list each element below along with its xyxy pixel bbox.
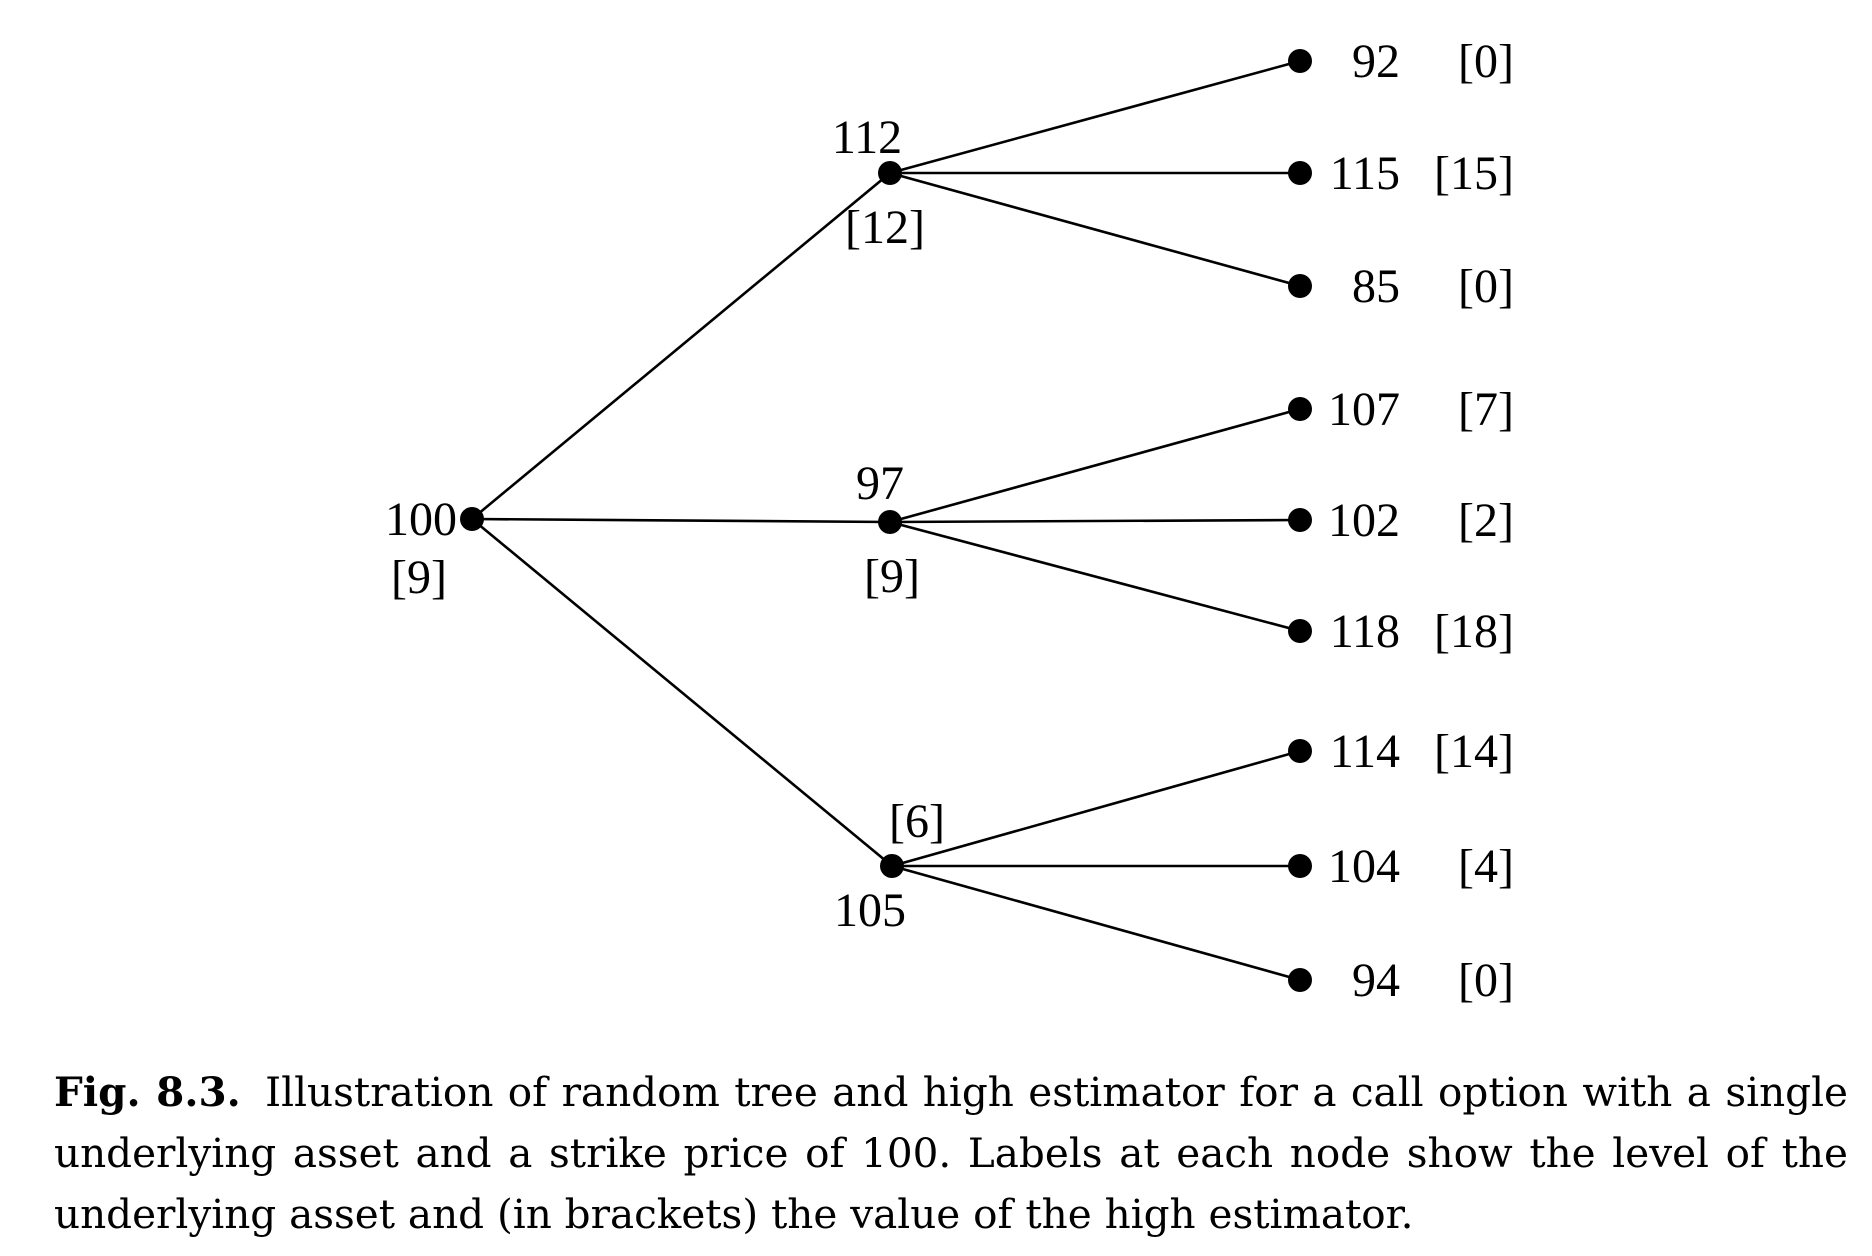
leaf-node-104 [1288,854,1312,878]
leaf-level-label-114: 114 [1330,725,1400,778]
leaf-node-115 [1288,161,1312,185]
node-112 [878,161,902,185]
edge-105-to-leaf-94 [891,864,1301,982]
leaf-node-107 [1288,397,1312,421]
random-tree-diagram: 100[9]112[12]92 [0]115 [15]85 [0]97[9]107 [7… [385,35,1514,1007]
edge-root-to-node-105 [471,517,893,868]
tree-edges [471,59,1301,982]
leaf-node-85 [1288,274,1312,298]
leaf-value-label-102: [2] [1458,494,1514,547]
edge-97-to-leaf-118 [889,520,1301,633]
leaf-value-label-104: [4] [1458,840,1514,893]
edge-112-to-leaf-85 [889,171,1301,288]
figure-label: Fig. 8.3. [54,1068,241,1116]
leaf-value-label-118: [18] [1434,605,1514,658]
node-level-label-105: 105 [834,884,906,937]
edge-112-to-leaf-92 [889,59,1301,175]
root-node [460,507,484,531]
node-value-label-97: [9] [864,550,920,603]
leaf-value-label-114: [14] [1434,725,1514,778]
tree-nodes [460,49,1312,992]
leaf-level-label-85: 85 [1352,260,1400,313]
leaf-level-label-115: 115 [1330,147,1400,200]
tree-labels: 100[9]112[12]92 [0]115 [15]85 [0]97[9]107 [7… [385,35,1514,1007]
leaf-node-92 [1288,49,1312,73]
node-105 [880,854,904,878]
leaf-level-label-104: 104 [1328,840,1400,893]
leaf-node-102 [1288,508,1312,532]
leaf-value-label-115: [15] [1434,147,1514,200]
node-value-label-105: [6] [889,795,945,848]
root-level-label: 100 [385,493,457,546]
edge-root-to-node-112 [471,171,891,521]
node-level-label-97: 97 [856,457,904,510]
leaf-value-label-107: [7] [1458,383,1514,436]
leaf-node-118 [1288,619,1312,643]
leaf-value-label-94: [0] [1458,954,1514,1007]
leaf-level-label-107: 107 [1328,383,1400,436]
root-value-label: [9] [391,551,447,604]
leaf-level-label-94: 94 [1352,954,1400,1007]
figure-caption-text: Illustration of random tree and high est… [54,1068,1849,1238]
leaf-level-label-102: 102 [1328,494,1400,547]
figure-caption: Fig. 8.3. Illustration of random tree an… [54,1062,1848,1245]
edge-105-to-leaf-114 [891,749,1301,868]
leaf-node-94 [1288,968,1312,992]
leaf-node-114 [1288,739,1312,763]
leaf-value-label-92: [0] [1458,35,1514,88]
leaf-level-label-92: 92 [1352,35,1400,88]
node-level-label-112: 112 [832,111,902,164]
leaf-level-label-118: 118 [1330,605,1400,658]
edge-97-to-leaf-102 [889,518,1301,524]
edge-97-to-leaf-107 [889,407,1301,524]
node-97 [878,510,902,534]
edge-root-to-node-97 [471,517,891,524]
node-value-label-112: [12] [845,201,925,254]
leaf-value-label-85: [0] [1458,260,1514,313]
